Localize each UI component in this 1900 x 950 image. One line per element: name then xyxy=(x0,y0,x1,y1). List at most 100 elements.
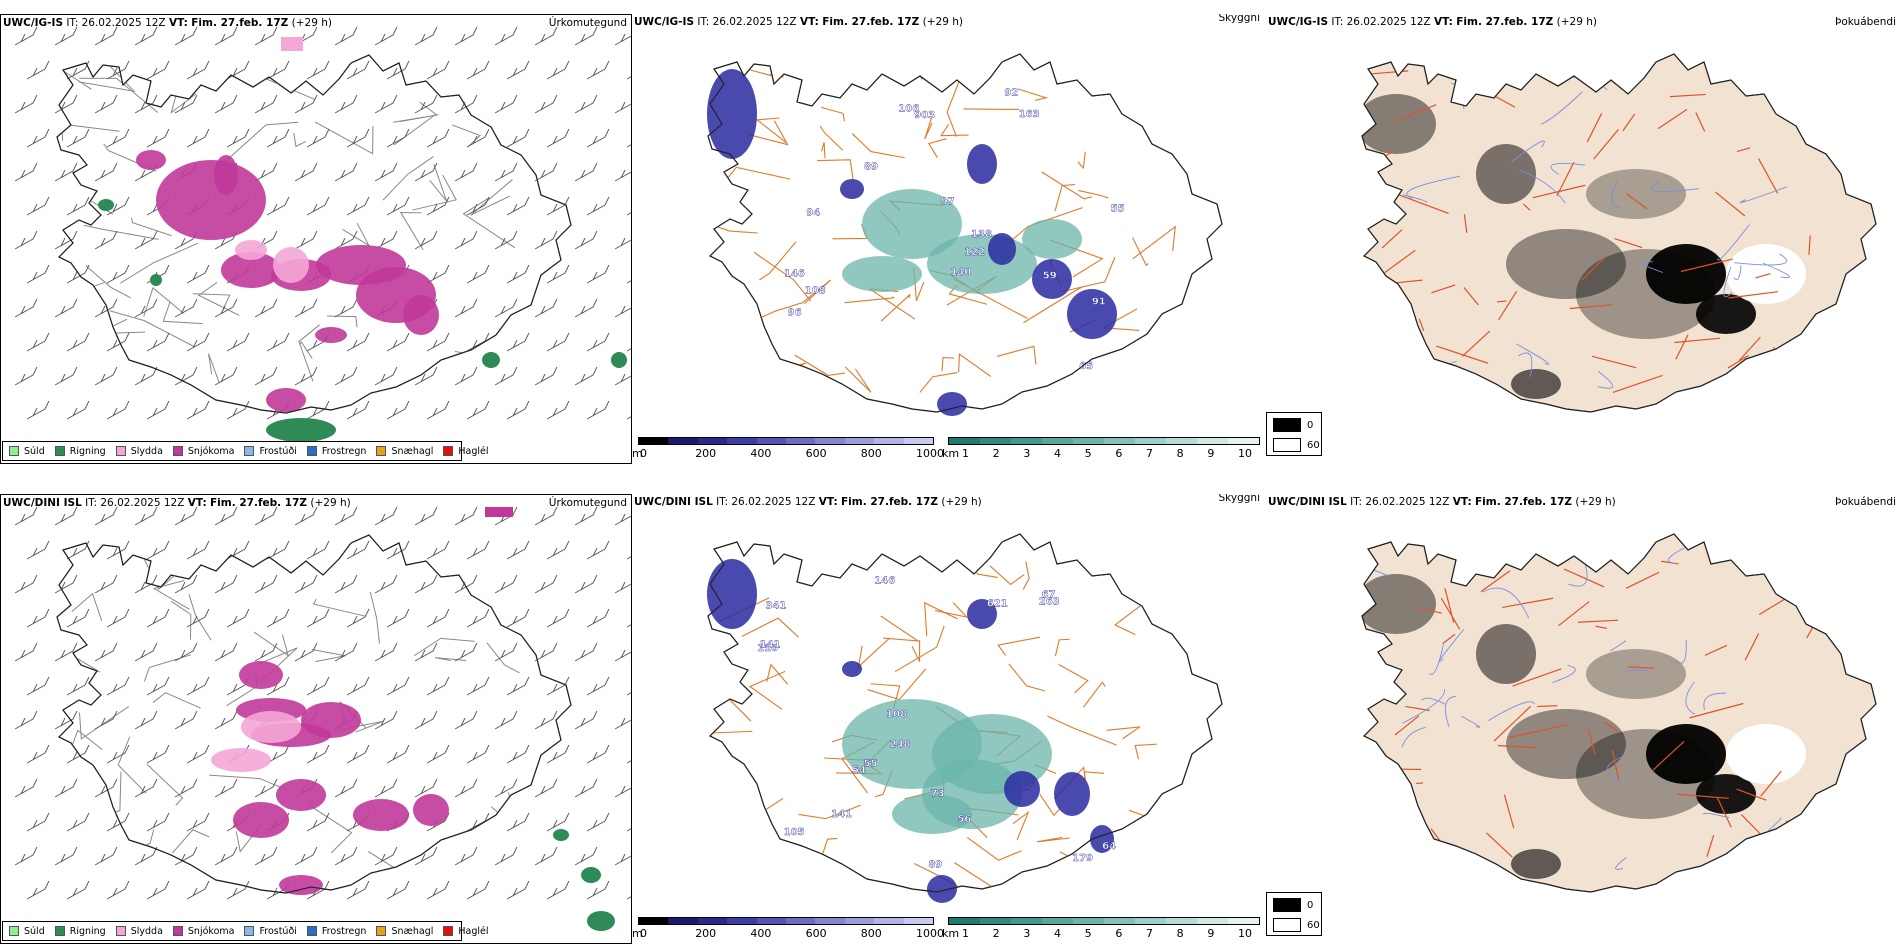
wind-barb-icon xyxy=(586,264,610,284)
wind-barb-icon xyxy=(14,162,38,182)
road xyxy=(71,592,103,622)
wind-barb-icon xyxy=(254,162,278,182)
wind-barb-icon xyxy=(346,60,370,80)
road xyxy=(924,601,958,637)
scale-swatch xyxy=(1135,918,1166,924)
precip-legend: Súld Rigning Slydda Snjókoma Frostúði Frostre… xyxy=(2,921,489,941)
fog-index-area xyxy=(1696,294,1756,334)
coastline-outline xyxy=(1361,533,1877,893)
wind-barb-icon xyxy=(134,710,158,730)
road xyxy=(1077,151,1086,170)
wind-barb-icon xyxy=(294,298,318,318)
legend-item: Frostúði xyxy=(244,926,297,937)
wind-barb-icon xyxy=(306,608,330,628)
wind-barb-icon xyxy=(254,26,278,46)
wind-barb-icon xyxy=(106,332,130,352)
road xyxy=(1591,355,1637,369)
road xyxy=(963,108,1020,111)
road xyxy=(170,600,192,640)
scale-unit: km xyxy=(942,447,960,460)
cloud-base-label: 54 xyxy=(852,765,866,776)
wind-barb-icon xyxy=(374,366,398,386)
road xyxy=(1132,225,1176,260)
road xyxy=(1821,354,1830,375)
wind-barb-icon xyxy=(106,400,130,420)
road xyxy=(1083,771,1105,781)
wind-barb-icon xyxy=(106,812,130,832)
road xyxy=(880,615,921,642)
road xyxy=(85,265,132,299)
scale-swatch xyxy=(1166,438,1197,444)
wind-barb-icon xyxy=(426,400,450,420)
panel-header: UWC/DINI ISL IT: 26.02.2025 12Z VT: Fim.… xyxy=(634,496,982,508)
wind-barb-icon xyxy=(14,574,38,594)
precip-panel-2: UWC/DINI ISL IT: 26.02.2025 12Z VT: Fim.… xyxy=(0,494,632,944)
wind-barb-icon xyxy=(294,230,318,250)
wind-barb-icon xyxy=(466,676,490,696)
road xyxy=(162,301,203,325)
wind-barb-icon xyxy=(574,94,598,114)
legend-label: Frostregn xyxy=(321,445,367,457)
wind-barb-icon xyxy=(226,332,250,352)
wind-barb-icon xyxy=(414,162,438,182)
rain-area xyxy=(581,867,601,883)
road xyxy=(708,190,747,208)
legend-label: Rigning xyxy=(69,445,106,457)
wind-barb-icon xyxy=(294,366,318,386)
legend-label: Snæhagl xyxy=(391,445,434,457)
wind-barb-icon xyxy=(506,676,530,696)
road xyxy=(1114,599,1149,636)
glacier-area xyxy=(1726,244,1806,304)
cloud-base-label: 141 xyxy=(831,809,852,820)
road xyxy=(958,353,992,378)
scale-tick-label: 8 xyxy=(1176,927,1184,940)
wind-barb-icon xyxy=(106,60,130,80)
map-layer xyxy=(1361,533,1877,893)
road xyxy=(1736,788,1767,801)
wind-barb-icon xyxy=(214,298,238,318)
wind-barb-icon xyxy=(426,608,450,628)
cloud-base-label: 138 xyxy=(971,229,992,240)
cloud-base-label: 621 xyxy=(987,599,1008,610)
wind-barb-icon xyxy=(134,778,158,798)
cloud-base-area xyxy=(1067,289,1117,339)
road xyxy=(1017,88,1049,101)
wind-barb-icon xyxy=(186,676,210,696)
sleet-area xyxy=(273,247,309,283)
wind-barb-icon xyxy=(546,744,570,764)
road xyxy=(143,286,184,317)
wind-barb-icon xyxy=(134,574,158,594)
wind-barb-icon xyxy=(66,128,90,148)
wind-barb-icon xyxy=(306,196,330,216)
road xyxy=(880,294,911,322)
river xyxy=(1717,224,1750,261)
road xyxy=(393,114,439,123)
road xyxy=(130,217,172,237)
wind-barb-icon xyxy=(346,196,370,216)
road xyxy=(188,594,212,641)
road xyxy=(1363,109,1367,113)
wind-barb-icon xyxy=(494,574,518,594)
wind-barb-icon xyxy=(214,710,238,730)
scale-tick-label: 2 xyxy=(992,447,1000,460)
wind-barb-icon xyxy=(546,608,570,628)
scale-tick-label: 4 xyxy=(1054,927,1061,940)
wind-barb-icon xyxy=(454,162,478,182)
wind-barb-icon xyxy=(54,846,78,866)
river xyxy=(1482,587,1530,619)
road xyxy=(434,657,467,662)
road xyxy=(1563,568,1605,588)
road xyxy=(314,121,374,155)
scale-tick-label: 9 xyxy=(1207,447,1215,460)
wind-barb-icon xyxy=(54,642,78,662)
cloud-base-area xyxy=(707,559,757,629)
wind-barb-icon xyxy=(426,128,450,148)
wind-barb-icon xyxy=(254,506,278,526)
scale-tick-label: 1000 xyxy=(916,447,944,460)
coastline-outline xyxy=(707,53,1223,413)
legend-swatch xyxy=(244,926,255,936)
road xyxy=(1381,229,1403,249)
wind-barb-icon xyxy=(66,400,90,420)
road xyxy=(1430,828,1441,841)
wind-barb-icon xyxy=(214,94,238,114)
